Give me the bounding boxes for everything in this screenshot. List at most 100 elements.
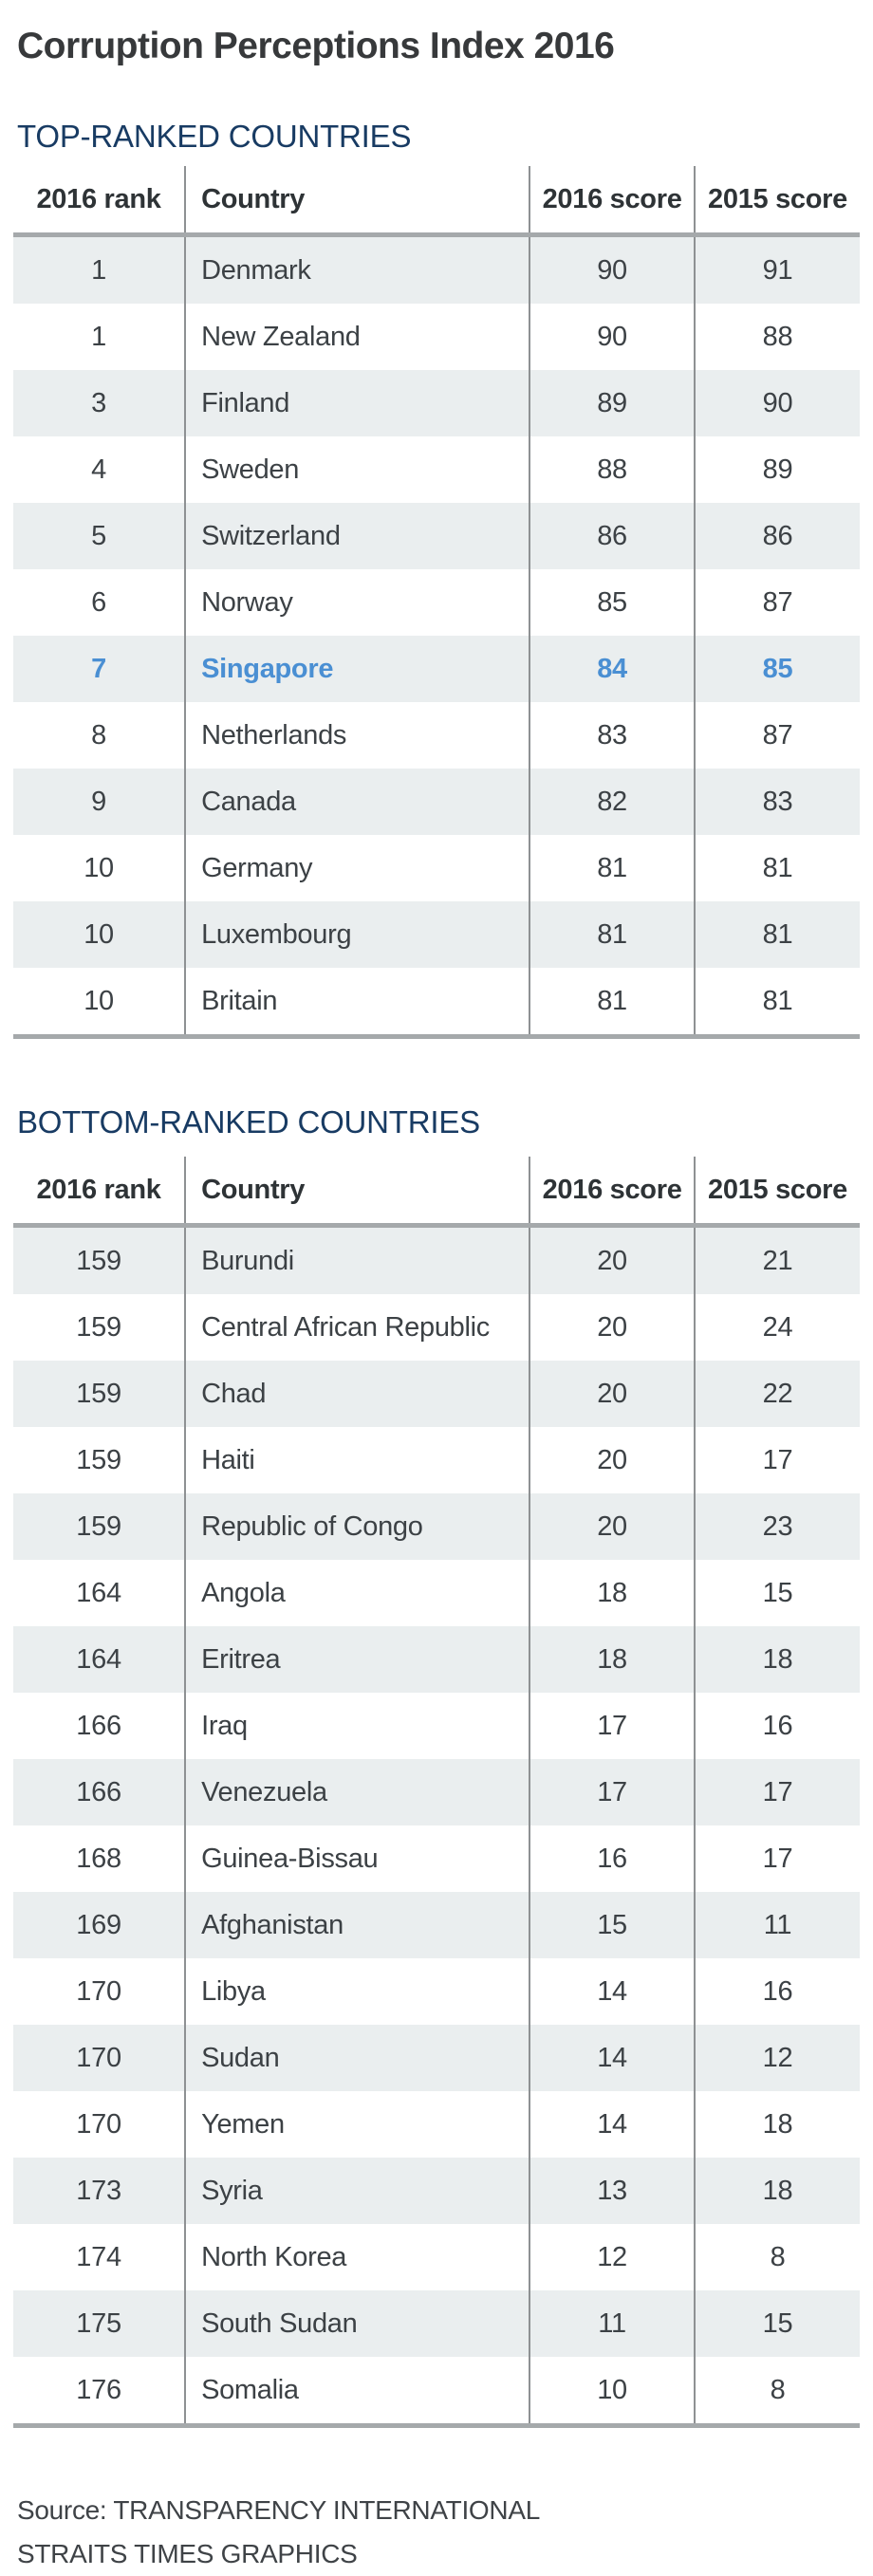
- country-cell: Iraq: [184, 1693, 530, 1759]
- country-cell: Canada: [184, 769, 530, 835]
- rank-cell: 175: [76, 2307, 121, 2339]
- score-2015-cell: 18: [694, 2091, 860, 2158]
- score-2016-cell: 90: [529, 234, 696, 304]
- column-header: 2015 score: [694, 166, 860, 237]
- score-2015-cell: 15: [694, 2290, 860, 2357]
- rank-cell: 159: [76, 1510, 121, 1542]
- score-2016-cell: 20: [529, 1361, 696, 1427]
- score-2016-cell: 20: [529, 1427, 696, 1493]
- country-cell: Luxembourg: [184, 901, 530, 968]
- table-row: 6 Norway 85 87: [13, 569, 860, 636]
- table-row: 1 New Zealand 90 88: [13, 304, 860, 370]
- rank-cell: 174: [76, 2241, 121, 2272]
- country-cell: Netherlands: [184, 702, 530, 769]
- table-row: 159 Haiti 20 17: [13, 1427, 860, 1493]
- country-cell: Finland: [184, 370, 530, 436]
- country-cell: Republic of Congo: [184, 1493, 530, 1560]
- bottom-ranked-table: 2016 rank Country 2016 score 2015 score 159…: [13, 1157, 860, 2428]
- rank-cell: 168: [76, 1843, 121, 1874]
- score-2015-cell: 91: [694, 234, 860, 304]
- country-cell: Norway: [184, 569, 530, 636]
- rank-cell: 170: [76, 1975, 121, 2007]
- score-2016-cell: 18: [529, 1626, 696, 1693]
- score-2015-cell: 18: [694, 1626, 860, 1693]
- score-2016-cell: 18: [529, 1560, 696, 1626]
- score-2016-cell: 90: [529, 304, 696, 370]
- score-2016-cell: 88: [529, 436, 696, 503]
- score-2015-cell: 90: [694, 370, 860, 436]
- rank-cell: 173: [76, 2175, 121, 2206]
- score-2016-cell: 20: [529, 1294, 696, 1361]
- table-row: 159 Burundi 20 21: [13, 1225, 860, 1294]
- score-2015-cell: 17: [694, 1427, 860, 1493]
- score-2015-cell: 15: [694, 1560, 860, 1626]
- table-row: 5 Switzerland 86 86: [13, 503, 860, 569]
- table-row: 7 Singapore 84 85: [13, 636, 860, 702]
- column-header: Country: [184, 166, 530, 237]
- table-row: 1 Denmark 90 91: [13, 234, 860, 304]
- table-row: 174 North Korea 12 8: [13, 2224, 860, 2290]
- country-cell: Central African Republic: [184, 1294, 530, 1361]
- rank-cell: 5: [91, 520, 106, 551]
- rank-cell: 159: [76, 1378, 121, 1409]
- rank-cell: 170: [76, 2042, 121, 2073]
- table-row: 9 Canada 82 83: [13, 769, 860, 835]
- table-row: 159 Central African Republic 20 24: [13, 1294, 860, 1361]
- rank-cell: 3: [91, 387, 106, 418]
- rank-cell: 10: [84, 985, 114, 1016]
- table-row: 10 Luxembourg 81 81: [13, 901, 860, 968]
- column-header: 2015 score: [694, 1157, 860, 1228]
- score-2016-cell: 86: [529, 503, 696, 569]
- column-header: 2016 score: [529, 1157, 696, 1228]
- score-2016-cell: 15: [529, 1892, 696, 1958]
- score-2015-cell: 22: [694, 1361, 860, 1427]
- score-2016-cell: 14: [529, 1958, 696, 2025]
- score-2015-cell: 86: [694, 503, 860, 569]
- column-header: 2016 rank: [13, 1157, 186, 1228]
- country-cell: Afghanistan: [184, 1892, 530, 1958]
- score-2015-cell: 21: [694, 1225, 860, 1294]
- country-cell: Singapore: [184, 636, 530, 702]
- top-ranked-table: 2016 rank Country 2016 score 2015 score 1 De…: [13, 166, 860, 1039]
- rank-cell: 164: [76, 1643, 121, 1675]
- table-row: 164 Angola 18 15: [13, 1560, 860, 1626]
- table-row: 169 Afghanistan 15 11: [13, 1892, 860, 1958]
- table-row: 166 Iraq 17 16: [13, 1693, 860, 1759]
- rank-cell: 166: [76, 1710, 121, 1741]
- rank-cell: 169: [76, 1909, 121, 1940]
- country-cell: Chad: [184, 1361, 530, 1427]
- table-row: 170 Sudan 14 12: [13, 2025, 860, 2091]
- score-2015-cell: 11: [694, 1892, 860, 1958]
- country-cell: Sweden: [184, 436, 530, 503]
- rank-cell: 9: [91, 786, 106, 817]
- score-2016-cell: 20: [529, 1493, 696, 1560]
- score-2015-cell: 18: [694, 2158, 860, 2224]
- source-line: Source: TRANSPARENCY INTERNATIONAL: [17, 2495, 540, 2525]
- table-row: 159 Chad 20 22: [13, 1361, 860, 1427]
- rank-cell: 4: [91, 454, 106, 485]
- table-row: 176 Somalia 10 8: [13, 2357, 860, 2426]
- score-2016-cell: 17: [529, 1693, 696, 1759]
- score-2015-cell: 24: [694, 1294, 860, 1361]
- table-row: 168 Guinea-Bissau 16 17: [13, 1825, 860, 1892]
- country-cell: Burundi: [184, 1225, 530, 1294]
- score-2015-cell: 88: [694, 304, 860, 370]
- column-header: Country: [184, 1157, 530, 1228]
- country-cell: South Sudan: [184, 2290, 530, 2357]
- score-2016-cell: 81: [529, 835, 696, 901]
- section-heading-bottom-ranked: BOTTOM-RANKED COUNTRIES: [17, 1104, 480, 1140]
- country-cell: Switzerland: [184, 503, 530, 569]
- table-row: 3 Finland 89 90: [13, 370, 860, 436]
- rank-cell: 8: [91, 719, 106, 751]
- score-2015-cell: 17: [694, 1825, 860, 1892]
- score-2016-cell: 14: [529, 2091, 696, 2158]
- country-cell: Syria: [184, 2158, 530, 2224]
- source-block: Source: TRANSPARENCY INTERNATIONAL STRAI…: [17, 2489, 860, 2576]
- page-title: Corruption Perceptions Index 2016: [17, 26, 615, 66]
- rank-cell: 1: [91, 254, 106, 286]
- country-cell: Yemen: [184, 2091, 530, 2158]
- section-heading-top-ranked: TOP-RANKED COUNTRIES: [17, 119, 412, 154]
- score-2016-cell: 83: [529, 702, 696, 769]
- score-2016-cell: 16: [529, 1825, 696, 1892]
- score-2016-cell: 85: [529, 569, 696, 636]
